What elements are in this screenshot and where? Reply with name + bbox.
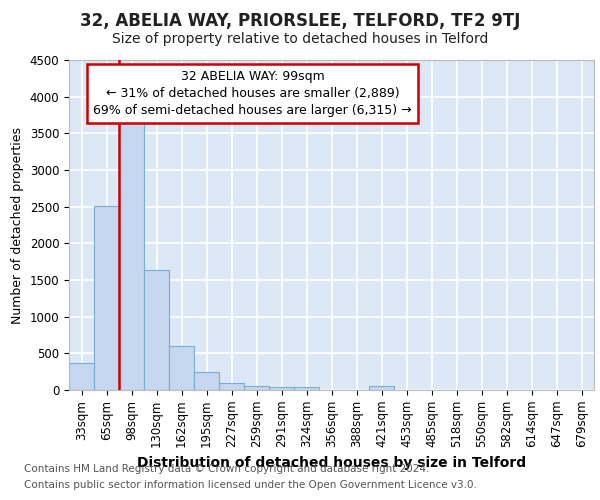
X-axis label: Distribution of detached houses by size in Telford: Distribution of detached houses by size …	[137, 456, 526, 469]
Bar	[294, 386, 319, 390]
Bar	[144, 270, 169, 390]
Bar	[369, 386, 394, 390]
Text: Size of property relative to detached houses in Telford: Size of property relative to detached ho…	[112, 32, 488, 46]
Bar	[269, 386, 294, 390]
Y-axis label: Number of detached properties: Number of detached properties	[11, 126, 24, 324]
Text: Contains HM Land Registry data © Crown copyright and database right 2024.: Contains HM Land Registry data © Crown c…	[24, 464, 430, 474]
Text: 32 ABELIA WAY: 99sqm
← 31% of detached houses are smaller (2,889)
69% of semi-de: 32 ABELIA WAY: 99sqm ← 31% of detached h…	[94, 70, 412, 117]
Bar	[94, 206, 119, 390]
Bar	[194, 372, 219, 390]
Bar	[244, 386, 269, 390]
Bar	[69, 363, 94, 390]
Text: Contains public sector information licensed under the Open Government Licence v3: Contains public sector information licen…	[24, 480, 477, 490]
Bar	[119, 117, 144, 390]
Text: 32, ABELIA WAY, PRIORSLEE, TELFORD, TF2 9TJ: 32, ABELIA WAY, PRIORSLEE, TELFORD, TF2 …	[80, 12, 520, 30]
Bar	[219, 382, 244, 390]
Bar	[169, 346, 194, 390]
